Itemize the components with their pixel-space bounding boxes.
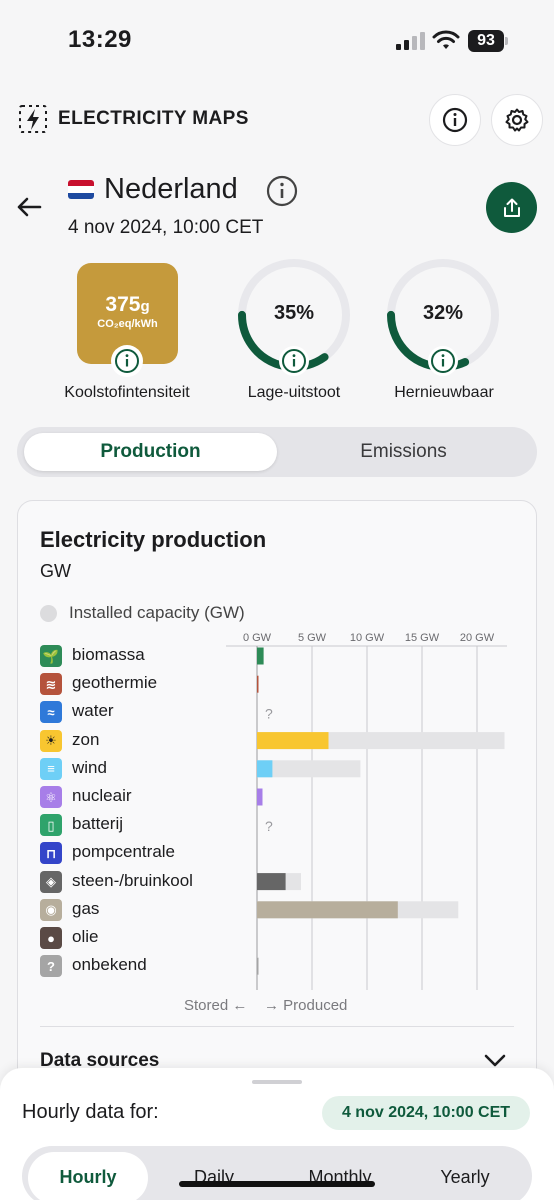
geothermie-icon: ≋ — [40, 673, 62, 696]
battery-icon: 93 — [468, 30, 508, 52]
renewable-value: 32% — [422, 302, 464, 324]
row-label-4[interactable]: wind — [72, 757, 107, 777]
info-button[interactable] — [429, 94, 481, 146]
low-carbon-label: Lage-uitstoot — [247, 384, 341, 401]
settings-button[interactable] — [491, 94, 543, 146]
row-label-2[interactable]: water — [72, 701, 114, 721]
renewable-label: Hernieuwbaar — [394, 384, 494, 401]
x-tick-label: 20 GW — [460, 632, 495, 644]
row-label-3[interactable]: zon — [72, 729, 100, 749]
water-icon: ≈ — [40, 701, 62, 724]
low-carbon-info-icon[interactable] — [279, 346, 309, 376]
tab-emissions[interactable]: Emissions — [360, 441, 447, 462]
carbon-intensity-unit: CO₂eq/kWh — [97, 318, 158, 330]
row-label-10[interactable]: olie — [72, 927, 99, 946]
share-button[interactable] — [486, 182, 537, 233]
zone-datetime: 4 nov 2024, 10:00 CET — [68, 217, 264, 238]
range-daily[interactable]: Daily — [193, 1167, 234, 1187]
home-indicator — [179, 1181, 375, 1187]
cellular-signal-icon — [396, 32, 426, 50]
carbon-intensity-value: 375 — [105, 293, 141, 316]
carbon-intensity-label: Koolstofintensiteit — [64, 384, 190, 401]
brand-name: ELECTRICITY MAPS — [58, 108, 249, 129]
onbekend-icon: ? — [40, 955, 62, 978]
unknown-value-marker: ? — [265, 705, 273, 721]
range-yearly[interactable]: Yearly — [440, 1167, 490, 1187]
range-hourly[interactable]: Hourly — [28, 1152, 148, 1200]
x-tick-label: 5 GW — [298, 632, 327, 644]
biomassa-icon: 🌱 — [40, 645, 62, 667]
production-chart: 0 GW 5 GW 10 GW 15 GW 20 GW?? — [226, 632, 507, 990]
production-bar — [257, 788, 263, 806]
olie-icon: ● — [40, 927, 62, 949]
sheet-handle[interactable] — [252, 1080, 302, 1084]
tab-production[interactable]: Production — [24, 433, 277, 471]
netherlands-flag-icon — [68, 180, 94, 199]
row-label-11[interactable]: onbekend — [72, 955, 147, 975]
production-bar — [257, 732, 329, 750]
row-label-7[interactable]: pompcentrale — [72, 842, 176, 862]
chevron-down-icon[interactable] — [482, 1050, 508, 1072]
installed-capacity-legend-dot — [40, 605, 57, 622]
production-bar — [257, 647, 264, 665]
lightning-icon — [19, 105, 47, 133]
battery-level: 93 — [468, 30, 504, 52]
hourly-data-label: Hourly data for: — [22, 1101, 159, 1123]
capacity-bar — [257, 760, 361, 778]
zone-name: Nederland — [104, 173, 238, 205]
nucleair-icon: ⚛ — [40, 786, 62, 808]
info-icon — [442, 107, 468, 133]
stored-label: Stored ← — [184, 997, 248, 1014]
row-label-6[interactable]: batterij — [72, 814, 124, 834]
chart-unit: GW — [40, 561, 71, 581]
x-tick-label: 15 GW — [405, 632, 440, 644]
production-bar — [257, 760, 273, 778]
produced-label: → Produced — [264, 997, 348, 1014]
zone-info-icon[interactable] — [266, 175, 298, 207]
range-monthly[interactable]: Monthly — [308, 1167, 372, 1187]
card-divider — [40, 1026, 514, 1027]
brand: ELECTRICITY MAPS — [18, 104, 249, 134]
production-bar — [257, 901, 398, 919]
renewable-info-icon[interactable] — [428, 346, 458, 376]
wind-icon: ≡ — [40, 757, 62, 780]
row-label-9[interactable]: gas — [72, 898, 100, 918]
wifi-icon — [432, 30, 460, 49]
production-bar — [257, 873, 286, 891]
gear-icon — [505, 108, 529, 132]
data-sources-toggle[interactable]: Data sources — [40, 1050, 160, 1071]
installed-capacity-legend: Installed capacity (GW) — [69, 603, 245, 622]
row-label-5[interactable]: nucleair — [72, 786, 132, 805]
carbon-info-icon[interactable] — [111, 345, 143, 377]
low-carbon-value: 35% — [273, 302, 315, 324]
row-label-1[interactable]: geothermie — [72, 673, 158, 693]
gas-icon: ◉ — [40, 898, 62, 921]
production-bar — [257, 675, 259, 693]
production-bar — [257, 957, 259, 975]
selected-datetime[interactable]: 4 nov 2024, 10:00 CET — [322, 1096, 530, 1130]
batterij-icon: ▯ — [40, 814, 62, 837]
row-label-0[interactable]: biomassa — [72, 645, 145, 664]
chart-title: Electricity production — [40, 527, 267, 552]
unknown-value-marker: ? — [265, 818, 273, 834]
status-time: 13:29 — [68, 26, 132, 53]
low-carbon-gauge-arc — [238, 259, 350, 371]
share-icon — [503, 198, 520, 217]
renewable-gauge-arc — [387, 259, 499, 371]
row-label-8[interactable]: steen-/bruinkool — [72, 870, 193, 890]
x-tick-label: 0 GW — [243, 632, 272, 644]
back-arrow-icon[interactable] — [14, 192, 44, 222]
x-tick-label: 10 GW — [350, 632, 385, 644]
production-card — [17, 500, 537, 1140]
pompcentrale-icon: ⊓ — [40, 842, 62, 865]
zon-icon: ☀ — [40, 729, 62, 752]
steen-/bruinkool-icon: ◈ — [40, 870, 62, 893]
